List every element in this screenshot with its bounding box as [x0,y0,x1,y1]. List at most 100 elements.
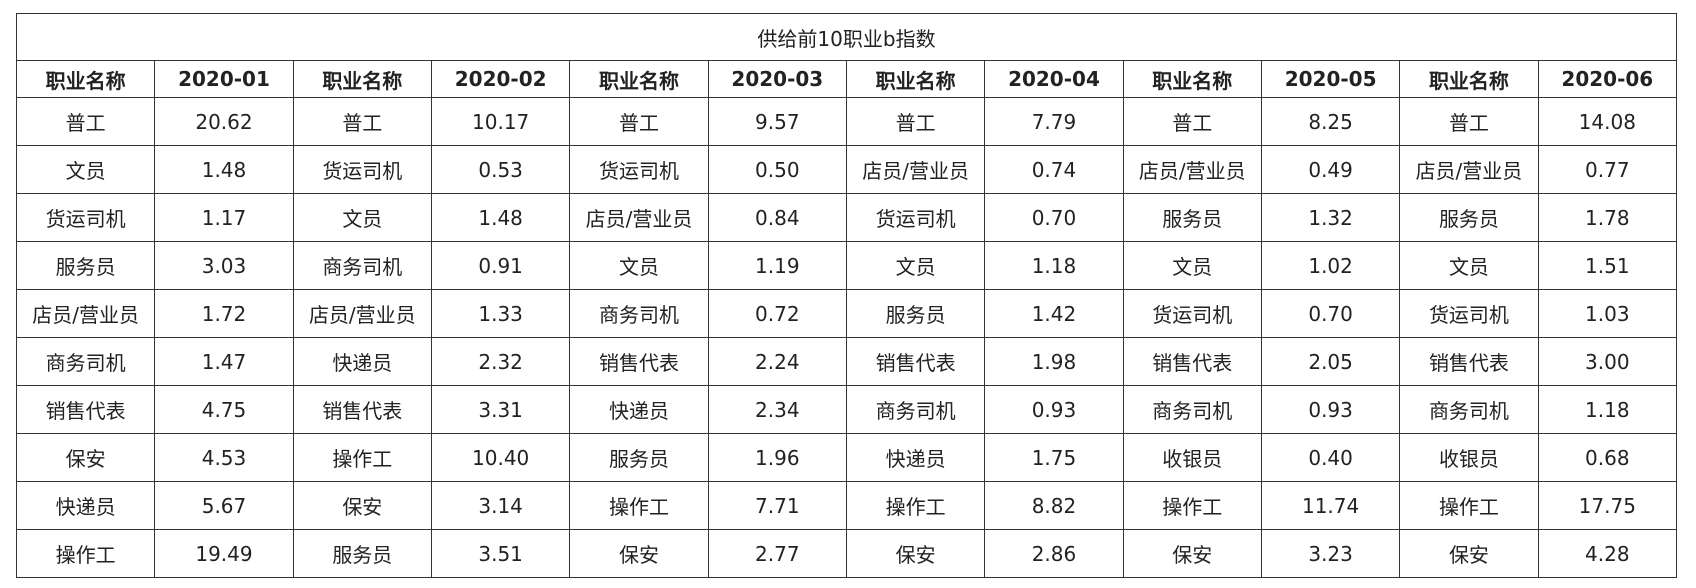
table-cell: 0.93 [1260,385,1401,434]
table-cell: 货运司机 [15,193,156,242]
table-cell: 7.79 [984,97,1124,146]
table-cell: 8.25 [1260,97,1401,146]
table-cell: 1.75 [984,433,1124,482]
table-cell: 销售代表 [845,337,986,386]
table-cell: 普工 [1399,97,1539,146]
table-cell: 9.57 [707,97,847,146]
table-cell: 普工 [1122,97,1262,146]
header-cell: 职业名称 [292,60,432,98]
table-cell: 货运司机 [1399,289,1539,338]
table-cell: 1.32 [1260,193,1401,242]
table-cell: 4.53 [154,433,294,482]
table-cell: 19.49 [154,529,294,578]
table-cell: 店员/营业员 [292,289,432,338]
table-cell: 1.17 [154,193,294,242]
header-cell: 2020-03 [707,60,847,98]
header-row: 职业名称 2020-01 职业名称 2020-02 职业名称 2020-03 职业名称 202… [15,60,1678,98]
table-cell: 服务员 [1399,193,1539,242]
table-cell: 商务司机 [845,385,986,434]
table-cell: 0.68 [1537,433,1678,482]
table-body: 普工 20.62 普工 10.17 普工 9.57 普工 7.79 普工 8.25 普工 14.08 文… [15,97,1678,578]
table-row: 销售代表 4.75 销售代表 3.31 快递员 2.34 商务司机 0.93 商务司机 0.93 商… [15,385,1678,434]
table-cell: 快递员 [292,337,432,386]
table-cell: 销售代表 [1122,337,1262,386]
table-cell: 0.40 [1260,433,1401,482]
table-cell: 11.74 [1260,481,1401,530]
table-row: 商务司机 1.47 快递员 2.32 销售代表 2.24 销售代表 1.98 销售代表 2.05 销… [15,337,1678,386]
table-cell: 10.17 [430,97,571,146]
table-cell: 1.03 [1537,289,1678,338]
table-row: 保安 4.53 操作工 10.40 服务员 1.96 快递员 1.75 收银员 0.40 收银员 0.… [15,433,1678,482]
table-cell: 操作工 [569,481,709,530]
table-cell: 5.67 [154,481,294,530]
table-cell: 店员/营业员 [15,289,156,338]
table-cell: 0.49 [1260,145,1401,194]
table-cell: 货运司机 [845,193,986,242]
table-cell: 1.48 [154,145,294,194]
table-row: 快递员 5.67 保安 3.14 操作工 7.71 操作工 8.82 操作工 11.74 操作工 17… [15,481,1678,530]
table-cell: 0.50 [707,145,847,194]
table-cell: 销售代表 [292,385,432,434]
table-cell: 2.32 [430,337,571,386]
table-cell: 3.14 [430,481,571,530]
table-cell: 店员/营业员 [1399,145,1539,194]
table-cell: 货运司机 [1122,289,1262,338]
table-row: 服务员 3.03 商务司机 0.91 文员 1.19 文员 1.18 文员 1.02 文员 1.51 [15,241,1678,290]
table-cell: 文员 [569,241,709,290]
table-cell: 1.96 [707,433,847,482]
table-cell: 0.91 [430,241,571,290]
header-cell: 2020-05 [1260,60,1401,98]
table-cell: 文员 [1399,241,1539,290]
table-cell: 操作工 [845,481,986,530]
table-cell: 操作工 [1399,481,1539,530]
table-cell: 1.47 [154,337,294,386]
data-table: 供给前10职业b指数 职业名称 2020-01 职业名称 2020-02 职业名称 202… [15,13,1678,578]
table-cell: 保安 [1122,529,1262,578]
table-cell: 2.86 [984,529,1124,578]
table-title: 供给前10职业b指数 [16,13,1677,61]
table-cell: 文员 [845,241,986,290]
header-cell: 职业名称 [1399,60,1539,98]
table-row: 货运司机 1.17 文员 1.48 店员/营业员 0.84 货运司机 0.70 服务员 1.32 服… [15,193,1678,242]
table-cell: 服务员 [569,433,709,482]
table-cell: 商务司机 [1122,385,1262,434]
table-cell: 1.42 [984,289,1124,338]
table-cell: 1.02 [1260,241,1401,290]
table-cell: 货运司机 [569,145,709,194]
table-cell: 3.31 [430,385,571,434]
table-cell: 销售代表 [1399,337,1539,386]
table-cell: 保安 [845,529,986,578]
table-cell: 1.78 [1537,193,1678,242]
table-cell: 销售代表 [15,385,156,434]
table-cell: 2.77 [707,529,847,578]
header-cell: 职业名称 [845,60,986,98]
table-cell: 4.75 [154,385,294,434]
header-cell: 2020-01 [154,60,294,98]
table-cell: 快递员 [15,481,156,530]
table-row: 店员/营业员 1.72 店员/营业员 1.33 商务司机 0.72 服务员 1.42 货运司机 0… [15,289,1678,338]
table-cell: 17.75 [1537,481,1678,530]
table-cell: 0.84 [707,193,847,242]
table-row: 普工 20.62 普工 10.17 普工 9.57 普工 7.79 普工 8.25 普工 14.08 [15,97,1678,146]
table-cell: 3.00 [1537,337,1678,386]
table-cell: 4.28 [1537,529,1678,578]
table-cell: 1.33 [430,289,571,338]
table-cell: 操作工 [292,433,432,482]
table-cell: 0.53 [430,145,571,194]
table-cell: 2.34 [707,385,847,434]
table-cell: 14.08 [1537,97,1678,146]
table-cell: 操作工 [15,529,156,578]
table-cell: 普工 [569,97,709,146]
table-cell: 保安 [1399,529,1539,578]
table-cell: 保安 [569,529,709,578]
header-cell: 2020-06 [1537,60,1678,98]
table-cell: 0.74 [984,145,1124,194]
header-cell: 职业名称 [1122,60,1262,98]
table-row: 操作工 19.49 服务员 3.51 保安 2.77 保安 2.86 保安 3.23 保安 4.28 [15,529,1678,578]
table-cell: 快递员 [569,385,709,434]
table-cell: 商务司机 [15,337,156,386]
table-cell: 10.40 [430,433,571,482]
table-cell: 2.24 [707,337,847,386]
table-cell: 销售代表 [569,337,709,386]
